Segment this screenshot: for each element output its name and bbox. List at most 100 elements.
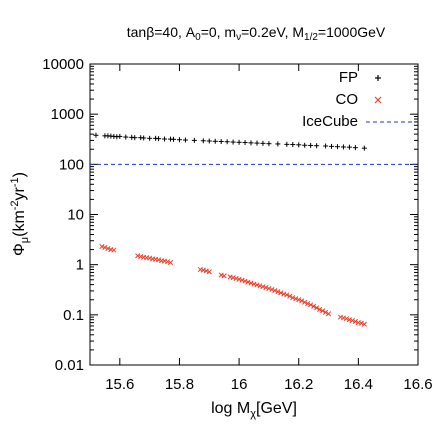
co-point-b	[257, 283, 263, 289]
legend-marker-fp	[375, 75, 381, 81]
co-point	[293, 296, 299, 302]
co-point	[346, 317, 352, 323]
co-point-b	[230, 275, 236, 281]
fp-point	[284, 141, 290, 147]
fp-point	[323, 143, 329, 149]
co-point	[230, 275, 236, 281]
co-point	[358, 320, 364, 326]
co-point-b	[358, 320, 364, 326]
co-point	[206, 269, 212, 275]
co-point-b	[260, 284, 266, 290]
co-point	[147, 255, 153, 261]
co-point	[233, 275, 239, 282]
legend: FP CO IceCube	[302, 69, 412, 130]
co-point	[290, 295, 296, 301]
co-point	[227, 274, 233, 280]
co-point-b	[200, 267, 206, 273]
co-point-b	[236, 276, 242, 282]
co-point-b	[111, 247, 117, 253]
fp-point	[266, 141, 272, 147]
co-point	[260, 284, 266, 290]
co-point-b	[233, 275, 239, 282]
co-point-b	[278, 290, 284, 296]
fp-point	[117, 133, 123, 139]
x-axis-label: log Mχ[GeV]	[211, 400, 297, 420]
fp-point	[340, 144, 346, 150]
co-point	[236, 276, 242, 282]
co-point-b	[346, 317, 352, 323]
co-point-b	[325, 311, 332, 317]
co-point-b	[284, 292, 290, 298]
co-point-b	[138, 254, 144, 260]
co-point-b	[302, 299, 308, 305]
fp-point	[230, 139, 236, 145]
x-tick-label: 16	[231, 376, 248, 393]
co-point	[254, 282, 260, 288]
fp-point	[132, 135, 138, 141]
co-point	[299, 298, 305, 304]
co-point	[245, 279, 251, 285]
co-point	[343, 316, 349, 322]
co-point-b	[254, 282, 260, 288]
co-point	[352, 318, 358, 324]
co-point-b	[167, 260, 174, 266]
co-point-b	[251, 281, 257, 287]
co-point-b	[221, 273, 227, 279]
co-point	[111, 247, 117, 253]
co-point	[257, 283, 263, 289]
chart-title: tanβ=40, A0=0, mν=0.2eV, M1/2=1000GeV	[127, 24, 386, 43]
fp-point	[206, 138, 212, 144]
co-point-b	[361, 321, 367, 327]
co-point	[305, 300, 311, 307]
fp-point	[93, 132, 99, 138]
co-point-b	[296, 297, 302, 303]
co-point-b	[242, 278, 248, 284]
co-point-b	[99, 243, 105, 250]
fp-point	[212, 138, 218, 144]
plot-frame	[89, 63, 419, 366]
legend-label-co: CO	[336, 91, 359, 108]
fp-point	[200, 138, 206, 144]
y-tick-label: 1000	[51, 106, 84, 123]
fp-point	[236, 139, 242, 145]
co-point-b	[293, 296, 299, 302]
co-point	[164, 259, 171, 265]
co-point-b	[102, 244, 108, 251]
co-point	[99, 243, 105, 250]
co-point	[323, 309, 329, 315]
co-point-b	[340, 315, 347, 321]
fp-point	[361, 145, 367, 151]
co-point-b	[317, 306, 323, 313]
co-point	[296, 297, 302, 303]
legend-label-icecube: IceCube	[302, 113, 358, 130]
co-point	[251, 281, 257, 287]
points-layer	[93, 132, 367, 327]
co-point-b	[245, 279, 251, 285]
co-point-b	[343, 316, 349, 322]
x-tick-label: 15.8	[165, 376, 194, 393]
fp-point	[176, 137, 182, 143]
fp-point	[302, 142, 308, 148]
co-point	[105, 245, 111, 252]
co-point	[275, 289, 281, 295]
co-point-b	[275, 289, 281, 295]
co-point-b	[206, 269, 212, 275]
co-point-b	[272, 287, 278, 294]
fp-point	[191, 137, 197, 143]
y-tick-label: 1	[76, 257, 84, 274]
co-point	[349, 317, 355, 324]
co-point	[278, 290, 284, 296]
co-point-b	[349, 317, 355, 324]
co-point	[272, 287, 278, 294]
co-point-b	[227, 274, 233, 280]
co-point-b	[164, 259, 171, 265]
co-point-b	[311, 303, 317, 309]
fp-point	[260, 140, 266, 146]
y-tick-label: 100	[59, 156, 84, 173]
co-point	[284, 292, 290, 298]
co-point	[302, 299, 308, 305]
co-point-b	[287, 293, 293, 299]
co-point	[263, 284, 269, 291]
co-point	[138, 254, 144, 260]
